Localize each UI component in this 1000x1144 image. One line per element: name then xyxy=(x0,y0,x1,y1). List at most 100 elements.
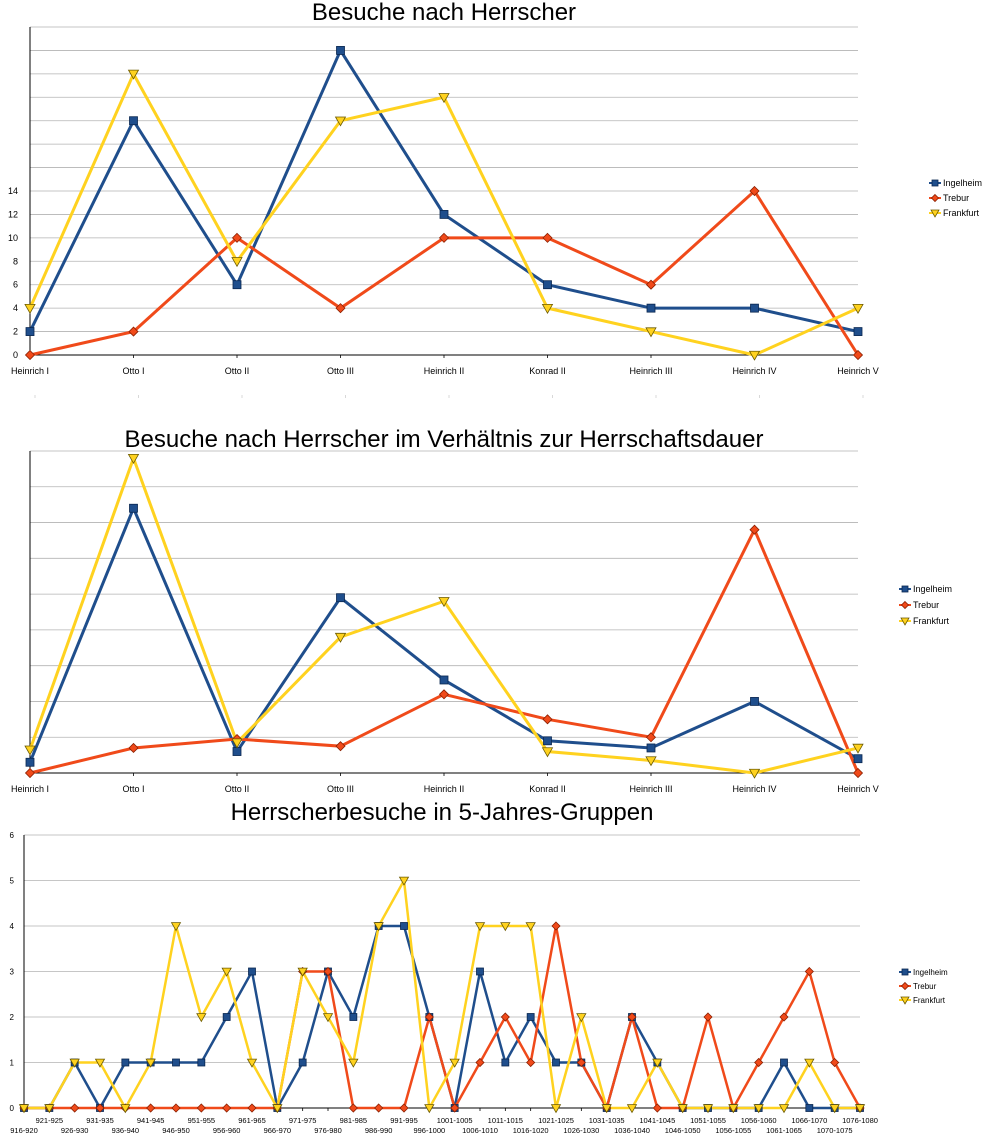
x-tick-label: Heinrich V xyxy=(837,366,879,376)
x-tick-label: 966-970 xyxy=(264,1126,292,1135)
y-tick-label: 14 xyxy=(8,186,18,196)
point-trebur xyxy=(703,1012,713,1022)
point-trebur xyxy=(645,279,657,290)
point-frankfurt xyxy=(438,93,450,104)
point-ingelheim xyxy=(439,210,449,219)
point-frankfurt xyxy=(18,1104,30,1114)
point-trebur xyxy=(542,232,553,243)
x-tick-label: Konrad II xyxy=(529,366,566,376)
x-tick-label: 946-950 xyxy=(162,1126,190,1135)
point-ingelheim xyxy=(121,1058,130,1067)
point-ingelheim xyxy=(197,1058,206,1067)
chart-title: Besuche nach Herrscher xyxy=(312,0,576,26)
x-tick-label: Otto III xyxy=(327,784,354,794)
x-tick-label: Konrad II xyxy=(529,784,566,794)
point-frankfurt xyxy=(652,1058,663,1068)
point-ingelheim xyxy=(129,503,138,513)
x-tick-label: 1036-1040 xyxy=(614,1126,650,1135)
point-trebur xyxy=(128,326,139,337)
point-frankfurt xyxy=(525,922,536,932)
chart-title: Herrscherbesuche in 5-Jahres-Gruppen xyxy=(231,799,654,826)
point-ingelheim xyxy=(248,967,256,976)
point-frankfurt xyxy=(170,922,182,932)
point-trebur xyxy=(627,1012,637,1022)
point-trebur xyxy=(804,966,814,977)
point-trebur xyxy=(576,1057,586,1068)
point-trebur xyxy=(542,714,553,725)
legend-label-frankfurt: Frankfurt xyxy=(913,996,946,1005)
point-frankfurt xyxy=(221,967,232,977)
point-ingelheim xyxy=(853,327,863,336)
point-frankfurt xyxy=(127,69,140,80)
point-ingelheim xyxy=(298,1058,307,1067)
x-tick-label: Heinrich III xyxy=(629,366,672,376)
series-line-trebur xyxy=(24,925,862,1112)
point-frankfurt xyxy=(145,1058,156,1068)
y-tick-label: 5 xyxy=(10,877,15,886)
y-tick-label: 3 xyxy=(10,968,15,977)
point-ingelheim xyxy=(750,697,759,706)
point-trebur xyxy=(852,767,864,779)
point-frankfurt xyxy=(348,1058,359,1068)
point-frankfurt xyxy=(550,1104,562,1114)
x-tick-label: 1011-1015 xyxy=(488,1116,523,1125)
point-ingelheim xyxy=(232,280,242,290)
x-tick-label: 976-980 xyxy=(314,1126,342,1135)
point-frankfurt xyxy=(127,454,140,464)
x-tick-label: 1076-1080 xyxy=(842,1116,878,1125)
series-line-frankfurt xyxy=(28,453,859,775)
x-tick-label: 1016-1020 xyxy=(513,1126,549,1135)
x-tick-label: Otto II xyxy=(225,784,250,794)
point-ingelheim xyxy=(172,1058,180,1067)
point-trebur xyxy=(526,1057,536,1068)
x-tick-label: 931-935 xyxy=(86,1116,114,1125)
legend-marker-trebur xyxy=(930,193,940,203)
point-trebur xyxy=(500,1012,510,1022)
point-frankfurt xyxy=(804,1058,815,1068)
x-tick-label: 971-975 xyxy=(289,1116,317,1125)
point-ingelheim xyxy=(25,757,35,767)
x-tick-label: 1031-1035 xyxy=(589,1116,625,1125)
point-frankfurt xyxy=(829,1104,840,1114)
point-trebur xyxy=(146,1103,156,1113)
point-ingelheim xyxy=(552,1058,560,1067)
point-ingelheim xyxy=(336,46,345,55)
point-ingelheim xyxy=(853,754,863,764)
x-tick-label: 951-955 xyxy=(188,1116,216,1125)
point-trebur xyxy=(24,767,36,779)
point-frankfurt xyxy=(449,1058,460,1068)
point-frankfurt xyxy=(852,303,864,314)
point-trebur xyxy=(645,732,657,743)
legend-marker-trebur xyxy=(900,981,910,991)
point-frankfurt xyxy=(398,876,410,886)
series-line-frankfurt xyxy=(24,876,860,1113)
legend-label-trebur: Trebur xyxy=(913,600,939,610)
y-tick-label: 8 xyxy=(13,256,18,266)
x-tick-label: Otto III xyxy=(327,366,354,376)
y-tick-label: 10 xyxy=(8,233,18,243)
legend-label-trebur: Trebur xyxy=(943,193,969,203)
point-ingelheim xyxy=(780,1058,788,1067)
point-ingelheim xyxy=(129,116,138,126)
point-frankfurt xyxy=(576,1013,587,1023)
point-frankfurt xyxy=(272,1104,283,1114)
point-frankfurt xyxy=(94,1058,106,1068)
point-frankfurt xyxy=(601,1104,612,1114)
point-ingelheim xyxy=(349,1013,358,1021)
point-trebur xyxy=(335,303,346,314)
legend-label-ingelheim: Ingelheim xyxy=(913,584,952,594)
x-tick-label: 981-985 xyxy=(340,1116,368,1125)
x-tick-label: 936-940 xyxy=(112,1126,140,1135)
point-trebur xyxy=(450,1103,460,1113)
point-frankfurt xyxy=(44,1104,55,1114)
point-trebur xyxy=(171,1103,181,1113)
point-trebur xyxy=(128,742,139,754)
point-frankfurt xyxy=(677,1104,688,1114)
legend-marker-ingelheim xyxy=(901,968,909,976)
x-tick-label: Heinrich IV xyxy=(732,366,776,376)
point-ingelheim xyxy=(400,922,408,930)
point-trebur xyxy=(852,349,864,361)
x-tick-label: Otto I xyxy=(122,366,144,376)
y-tick-label: 0 xyxy=(13,350,18,360)
